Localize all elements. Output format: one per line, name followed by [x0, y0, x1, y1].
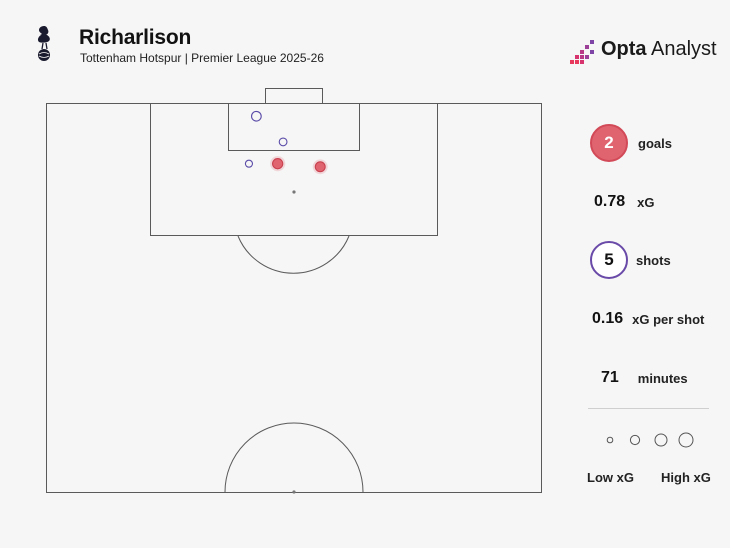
shots-value: 5 — [590, 241, 628, 279]
brand-analyst: Analyst — [646, 38, 717, 60]
xg-per-shot-value: 0.16 — [592, 310, 624, 327]
xg-per-shot-label: xG per shot — [632, 311, 705, 327]
goals-value: 2 — [590, 124, 628, 162]
six-yard-box — [228, 103, 360, 151]
pitch-outline — [46, 103, 542, 493]
xg-stat: 0.78 xG — [594, 193, 654, 211]
goal-marker-2 — [314, 161, 326, 173]
centre-circle — [224, 422, 364, 493]
opta-logo-icon — [570, 40, 594, 64]
centre-spot — [292, 490, 296, 494]
minutes-value: 71 — [601, 369, 619, 386]
legend-circle-large — [678, 432, 694, 448]
goals-stat: 2 goals — [590, 124, 672, 162]
shot-marker-2 — [278, 137, 288, 147]
minutes-stat: 71 minutes — [601, 369, 688, 387]
tottenham-crest-icon — [37, 26, 50, 61]
minutes-label: minutes — [637, 370, 688, 386]
xg-label: xG — [637, 194, 655, 210]
opta-analyst-logo: Opta Analyst — [568, 36, 718, 68]
goal-marker-1 — [272, 158, 284, 170]
brand-opta: Opta — [601, 38, 647, 60]
goal — [265, 88, 323, 104]
penalty-area — [150, 103, 438, 236]
penalty-spot — [292, 190, 296, 194]
xg-size-legend — [606, 432, 694, 448]
xg-value: 0.78 — [594, 193, 626, 210]
stats-divider — [588, 408, 709, 409]
legend-circle-small — [629, 434, 641, 446]
legend-circle-smallest — [606, 436, 614, 444]
shot-marker-3 — [244, 159, 254, 168]
legend-high-xg: High xG — [661, 470, 711, 485]
shots-stat: 5 shots — [590, 241, 671, 279]
team-competition-subtitle: Tottenham Hotspur | Premier League 2025-… — [80, 51, 324, 65]
shots-layer — [244, 110, 328, 175]
player-name-title: Richarlison — [79, 26, 192, 49]
legend-low-xg: Low xG — [587, 470, 634, 485]
shot-marker-1 — [250, 110, 262, 122]
xg-per-shot-stat: 0.16 xG per shot — [592, 310, 704, 328]
legend-circle-medium — [654, 433, 668, 447]
shots-label: shots — [636, 252, 671, 268]
goals-label: goals — [638, 135, 672, 151]
pitch-markings — [46, 88, 542, 493]
penalty-arc — [237, 235, 350, 274]
